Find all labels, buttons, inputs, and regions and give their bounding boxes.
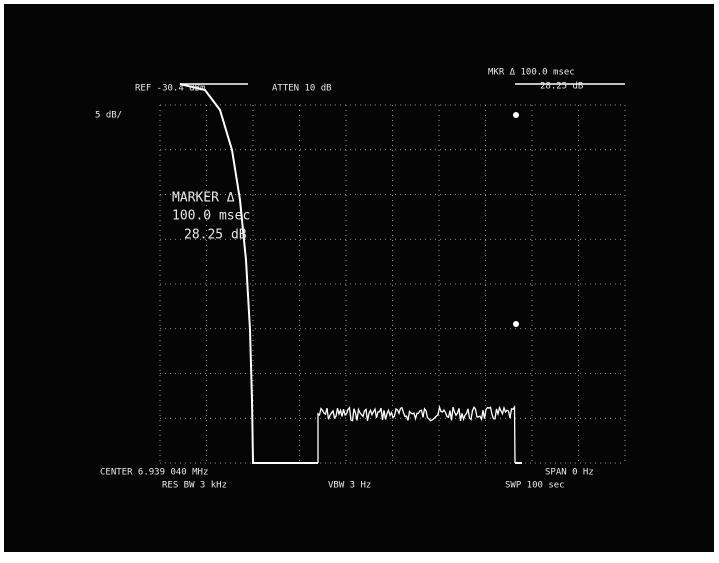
attenuation: ATTEN 10 dB bbox=[272, 84, 332, 94]
ref-level: REF -30.4 dBm bbox=[135, 84, 205, 94]
span: SPAN 0 Hz bbox=[545, 468, 594, 478]
marker-level: 28.25 dB bbox=[540, 82, 583, 92]
screen: REF -30.4 dBm ATTEN 10 dB MKR Δ 100.0 ms… bbox=[0, 0, 719, 559]
marker-time: 100.0 msec bbox=[172, 209, 250, 224]
scale: 5 dB/ bbox=[95, 111, 122, 121]
video-bandwidth: VBW 3 Hz bbox=[328, 481, 371, 491]
marker-box-level: 28.25 dB bbox=[184, 228, 247, 243]
marker-dot bbox=[513, 321, 519, 327]
center-frequency: CENTER 6.939 040 MHz bbox=[100, 468, 208, 478]
marker-delta: MKR Δ 100.0 msec bbox=[488, 68, 575, 78]
resolution-bandwidth: RES BW 3 kHz bbox=[162, 481, 227, 491]
marker-title: MARKER Δ bbox=[172, 191, 235, 206]
marker-dot bbox=[513, 112, 519, 118]
sweep-time: SWP 100 sec bbox=[505, 481, 565, 491]
